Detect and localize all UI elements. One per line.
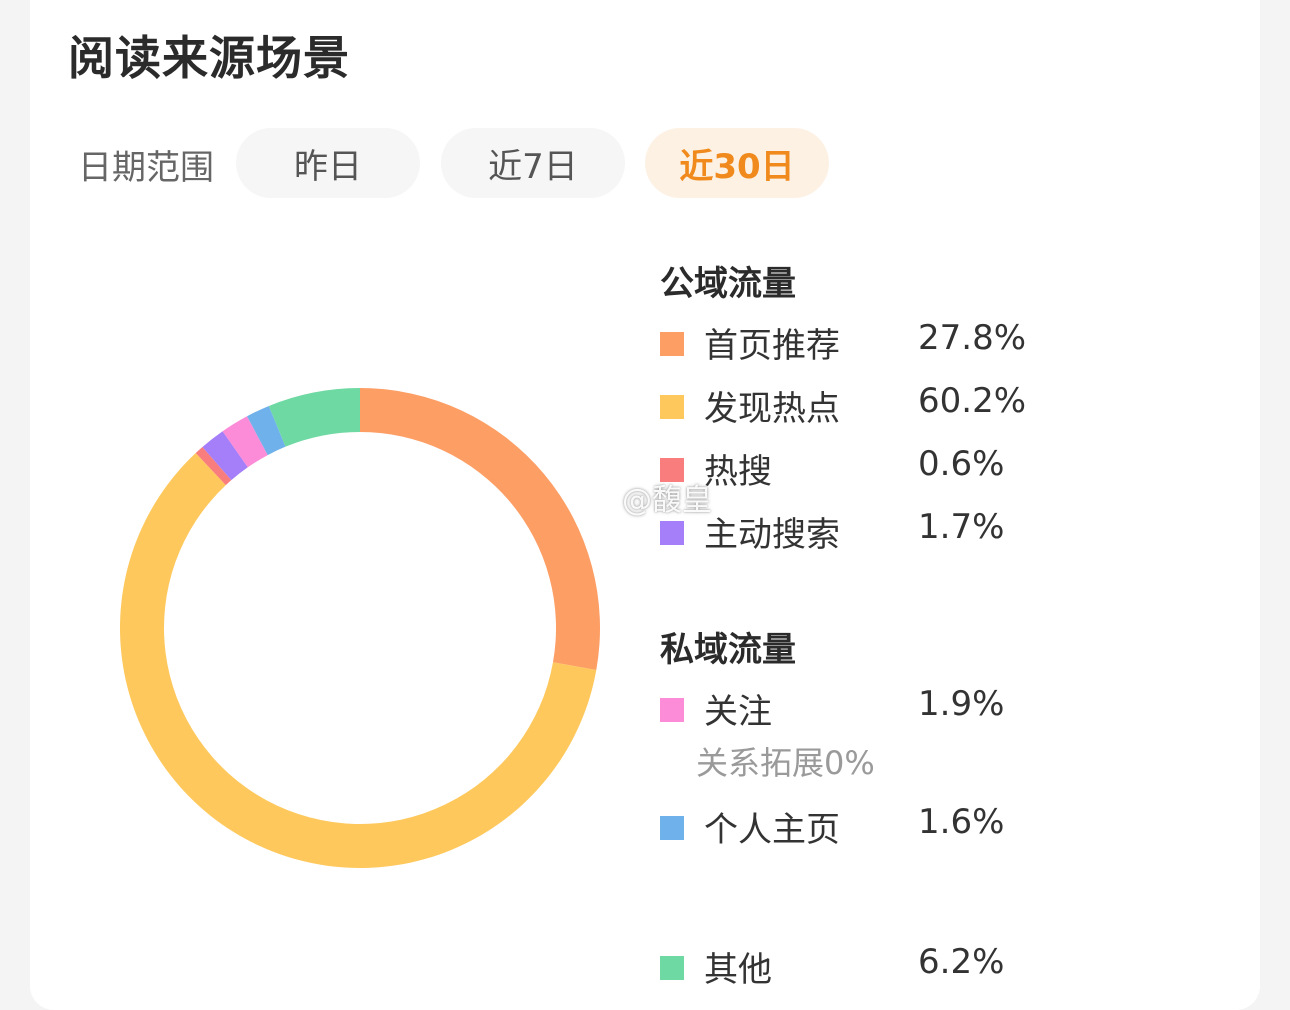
legend-label: 其他 [704, 950, 772, 990]
legend-value: 27.8% [918, 318, 1027, 358]
reading-source-card: 阅读来源场景 日期范围 昨日 近7日 近30日 公域流量 首页推荐 27.8% … [30, 0, 1260, 1010]
legend-value: 1.7% [918, 507, 1005, 547]
donut-slice-2 [195, 446, 232, 486]
legend-swatch [660, 816, 684, 840]
donut-slice-4 [222, 416, 268, 468]
legend-value: 0.6% [918, 444, 1005, 484]
donut-chart [120, 388, 600, 868]
legend-group-public: 公域流量 [660, 264, 796, 304]
range-button-7-days[interactable]: 近7日 [441, 128, 625, 198]
watermark: @馥皇 [568, 475, 712, 519]
legend-label: 主动搜索 [704, 515, 840, 555]
donut-slice-3 [202, 431, 248, 481]
donut-slice-0 [360, 388, 600, 671]
date-range-label: 日期范围 [78, 148, 214, 188]
donut-slice-6 [268, 388, 360, 447]
legend-group-private: 私域流量 [660, 630, 796, 670]
legend-swatch [660, 698, 684, 722]
legend-value: 1.6% [918, 802, 1005, 842]
legend-swatch [660, 332, 684, 356]
legend-label: 发现热点 [704, 389, 840, 429]
legend-label: 热搜 [704, 452, 772, 492]
legend-value: 60.2% [918, 381, 1027, 421]
legend-subnote-relation: 关系拓展0% [696, 744, 875, 782]
watermark-text: @馥皇 [622, 483, 712, 518]
legend-swatch [660, 956, 684, 980]
legend-label: 关注 [704, 692, 772, 732]
donut-slice-1 [120, 453, 597, 868]
page-title: 阅读来源场景 [68, 31, 350, 85]
legend-label: 个人主页 [704, 810, 840, 850]
range-button-yesterday[interactable]: 昨日 [236, 128, 420, 198]
legend-value: 6.2% [918, 942, 1005, 982]
legend-swatch [660, 458, 684, 482]
legend-label: 首页推荐 [704, 326, 840, 366]
legend-value: 1.9% [918, 684, 1005, 724]
legend-swatch [660, 395, 684, 419]
donut-slice-5 [247, 405, 286, 456]
legend-swatch [660, 521, 684, 545]
range-button-30-days[interactable]: 近30日 [645, 128, 829, 198]
weibo-logo-icon [569, 482, 612, 516]
